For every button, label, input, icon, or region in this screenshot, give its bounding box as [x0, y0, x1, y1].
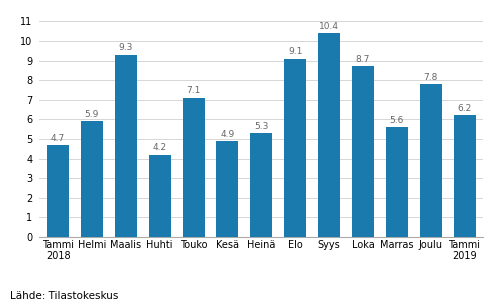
Text: 5.9: 5.9 [85, 110, 99, 119]
Text: 5.6: 5.6 [389, 116, 404, 125]
Bar [318, 33, 340, 237]
Bar [420, 84, 442, 237]
Text: 10.4: 10.4 [319, 22, 339, 31]
Bar [454, 116, 476, 237]
Text: 9.3: 9.3 [119, 43, 133, 52]
Bar [284, 59, 306, 237]
Bar [47, 145, 69, 237]
Text: 9.1: 9.1 [288, 47, 302, 56]
Bar [115, 55, 137, 237]
Text: 7.1: 7.1 [186, 86, 201, 95]
Text: 4.7: 4.7 [51, 133, 65, 143]
Bar [182, 98, 205, 237]
Text: 4.2: 4.2 [153, 143, 167, 152]
Text: 4.9: 4.9 [220, 130, 235, 139]
Text: 6.2: 6.2 [458, 104, 472, 113]
Bar [81, 121, 103, 237]
Bar [386, 127, 408, 237]
Text: 8.7: 8.7 [356, 55, 370, 64]
Bar [352, 66, 374, 237]
Bar [250, 133, 272, 237]
Text: 7.8: 7.8 [423, 73, 438, 82]
Text: Lähde: Tilastokeskus: Lähde: Tilastokeskus [10, 291, 118, 301]
Text: 5.3: 5.3 [254, 122, 269, 131]
Bar [216, 141, 239, 237]
Bar [149, 155, 171, 237]
